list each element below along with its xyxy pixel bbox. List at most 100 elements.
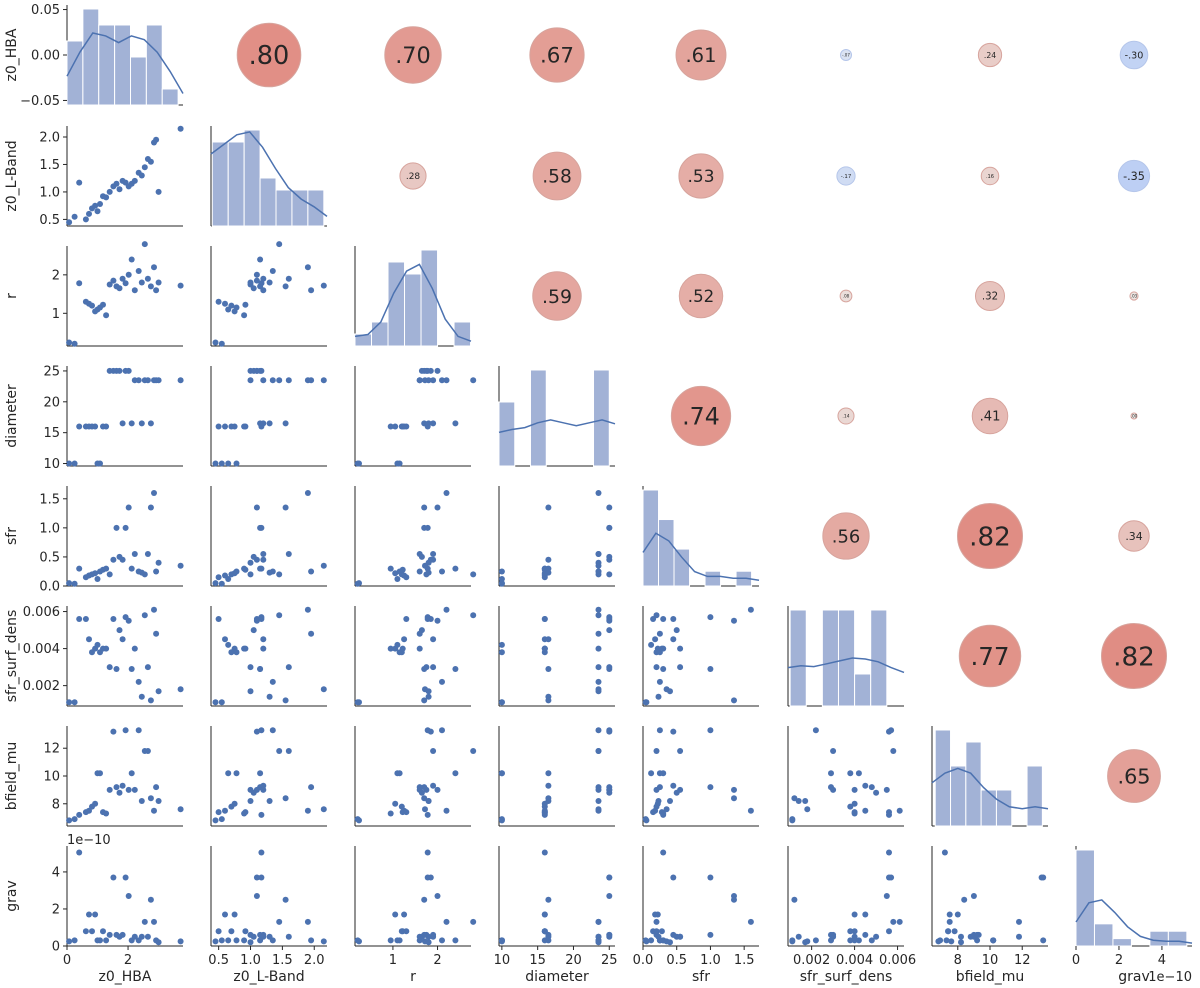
y-axis-label-z0-l-band: z0_L-Band xyxy=(4,140,20,211)
scatter-point-sfr-surf-dens-sfr-21 xyxy=(655,693,662,700)
scatter-point-sfr-surf-dens-r-24 xyxy=(421,697,428,704)
scatter-point-sfr-diameter-15 xyxy=(545,556,552,563)
corr-bubble-r-sfr xyxy=(678,273,724,319)
hist-bar-bfield-mu-6 xyxy=(1026,765,1043,827)
corr-label-sfr-grav: .34 xyxy=(1125,530,1142,543)
scatter-point-grav-z0-hba-0 xyxy=(66,938,73,945)
scatter-point-bfield-mu-sfr-25 xyxy=(747,807,754,814)
scatter-point-sfr-diameter-11 xyxy=(606,571,613,578)
scatter-point-grav-sfr-6 xyxy=(654,911,661,918)
scatter-point-grav-r-25 xyxy=(443,918,450,925)
hist-bar-grav-0 xyxy=(1075,849,1095,947)
scatter-point-bfield-mu-r-22 xyxy=(470,748,477,754)
scatter-point-grav-z0-l-band-5 xyxy=(228,928,235,935)
scatter-point-bfield-mu-r-18 xyxy=(452,770,459,777)
scatter-point-bfield-mu-z0-hba-24 xyxy=(147,795,154,802)
scatter-point-bfield-mu-z0-l-band-2 xyxy=(258,811,265,818)
scatter-point-bfield-mu-z0-l-band-8 xyxy=(233,770,240,777)
hist-bar-grav-2 xyxy=(1112,938,1132,947)
scatter-point-diameter-r-21 xyxy=(425,420,432,427)
y-tick-label-bfield-mu-0: 8 xyxy=(52,797,60,812)
scatter-point-sfr-r-19 xyxy=(416,551,423,557)
scatter-point-sfr-surf-dens-r-18 xyxy=(452,666,459,672)
scatter-point-sfr-surf-dens-sfr-22 xyxy=(653,612,660,619)
x-tick-label-z0-l-band-1: 1.0 xyxy=(240,953,261,968)
scatter-point-grav-diameter-8 xyxy=(498,937,505,944)
x-tick-label-diameter-3: 25 xyxy=(601,953,618,968)
scatter-point-diameter-z0-hba-6 xyxy=(92,423,99,430)
scatter-point-sfr-r-17 xyxy=(434,504,441,511)
corr-label-diameter-grav: .00 xyxy=(1131,413,1138,418)
scatter-point-sfr-surf-dens-sfr-14 xyxy=(673,627,680,634)
scatter-point-bfield-mu-diameter-10 xyxy=(541,810,548,817)
scatter-point-grav-z0-hba-16 xyxy=(122,874,129,881)
scatter-point-sfr-surf-dens-sfr-19 xyxy=(677,645,684,652)
scatter-point-sfr-z0-hba-7 xyxy=(94,576,101,582)
corr-label-diameter-sfr: .74 xyxy=(682,403,720,431)
scatter-point-sfr-surf-dens-z0-l-band-14 xyxy=(250,627,257,634)
scatter-point-grav-sfr-surf-dens-9 xyxy=(851,928,858,935)
x-tick-label-grav-1: 2 xyxy=(1115,953,1123,968)
corr-bubble-z0-hba-r xyxy=(384,26,442,84)
scatter-point-grav-r-10 xyxy=(387,937,394,944)
scatter-point-bfield-mu-sfr-surf-dens-14 xyxy=(873,789,880,796)
scatter-point-grav-diameter-21 xyxy=(545,933,552,940)
scatter-point-sfr-z0-hba-26 xyxy=(153,568,160,575)
corr-label-z0-l-band-grav: -.35 xyxy=(1123,170,1145,183)
scatter-point-sfr-surf-dens-z0-l-band-25 xyxy=(304,606,311,613)
scatter-point-grav-sfr-15 xyxy=(670,931,677,938)
scatter-point-sfr-z0-hba-23 xyxy=(144,551,151,557)
scatter-point-sfr-surf-dens-diameter-15 xyxy=(545,636,552,643)
scatter-point-grav-r-16 xyxy=(424,874,431,881)
scatter-point-grav-sfr-12 xyxy=(670,874,677,881)
corr-label-sfr-bfield-mu: .82 xyxy=(969,522,1011,552)
scatter-point-bfield-mu-r-2 xyxy=(424,811,431,818)
scatter-point-r-z0-l-band-7 xyxy=(225,306,232,313)
scatter-point-sfr-surf-dens-diameter-28 xyxy=(595,686,602,693)
scatter-point-bfield-mu-z0-hba-23 xyxy=(144,748,151,754)
scatter-point-bfield-mu-r-20 xyxy=(439,727,445,734)
scatter-point-grav-bfield-mu-28 xyxy=(948,938,955,945)
scatter-point-bfield-mu-sfr-15 xyxy=(670,782,677,789)
x-tick-label-sfr-surf-dens-2: 0.006 xyxy=(879,953,916,968)
scatter-point-sfr-surf-dens-sfr-17 xyxy=(731,617,737,624)
scatter-point-grav-r-6 xyxy=(392,911,399,918)
scatter-point-grav-r-17 xyxy=(434,893,441,899)
corr-label-z0-hba-diameter: .67 xyxy=(540,44,574,69)
scatter-point-grav-sfr-surf-dens-24 xyxy=(791,896,798,903)
scatter-point-grav-r-8 xyxy=(396,937,403,944)
scatter-point-sfr-surf-dens-r-4 xyxy=(401,636,408,643)
scatter-point-grav-bfield-mu-6 xyxy=(954,911,961,918)
scatter-point-bfield-mu-z0-hba-13 xyxy=(113,784,120,791)
scatter-point-bfield-mu-z0-l-band-23 xyxy=(285,748,292,754)
scatter-point-grav-sfr-surf-dens-17 xyxy=(883,893,890,899)
y-tick-label-sfr-surf-dens-1: 0.004 xyxy=(23,642,60,657)
scatter-point-sfr-surf-dens-z0-hba-3 xyxy=(82,616,89,622)
scatter-point-sfr-surf-dens-sfr-16 xyxy=(707,614,714,621)
scatter-point-bfield-mu-z0-hba-8 xyxy=(97,770,103,777)
scatter-point-sfr-z0-l-band-25 xyxy=(304,490,311,496)
scatter-point-sfr-surf-dens-z0-l-band-0 xyxy=(212,699,219,706)
scatter-point-bfield-mu-z0-hba-20 xyxy=(135,727,142,734)
scatter-point-bfield-mu-diameter-18 xyxy=(545,770,552,777)
scatter-point-sfr-surf-dens-z0-hba-1 xyxy=(71,699,78,706)
scatter-point-grav-z0-hba-19 xyxy=(131,933,138,940)
scatter-point-sfr-surf-dens-z0-l-band-11 xyxy=(247,664,254,671)
corr-bubble-sfr-surf-dens-grav xyxy=(1100,622,1168,690)
x-tick-label-r-1: 2 xyxy=(433,953,441,968)
corr-label-diameter-bfield-mu: .41 xyxy=(980,410,1001,425)
scatter-point-bfield-mu-r-13 xyxy=(421,784,428,791)
scatter-point-grav-sfr-1 xyxy=(642,937,649,944)
scatter-point-sfr-z0-hba-17 xyxy=(125,504,132,511)
scatter-point-diameter-z0-hba-28 xyxy=(177,377,184,384)
y-tick-label-grav-2: 4 xyxy=(52,865,60,880)
corr-bubble-sfr-bfield-mu xyxy=(956,502,1024,570)
x-tick-label-bfield-mu-1: 10 xyxy=(982,953,999,968)
scatter-point-grav-bfield-mu-20 xyxy=(1040,937,1047,944)
scatter-point-diameter-r-26 xyxy=(416,377,423,384)
scatter-point-sfr-surf-dens-z0-l-band-19 xyxy=(260,645,267,652)
scatter-point-sfr-surf-dens-z0-hba-22 xyxy=(141,612,148,619)
scatter-point-bfield-mu-sfr-surf-dens-3 xyxy=(886,809,892,816)
scatter-point-bfield-mu-z0-l-band-16 xyxy=(258,727,265,734)
scatter-point-r-z0-l-band-22 xyxy=(276,241,283,248)
